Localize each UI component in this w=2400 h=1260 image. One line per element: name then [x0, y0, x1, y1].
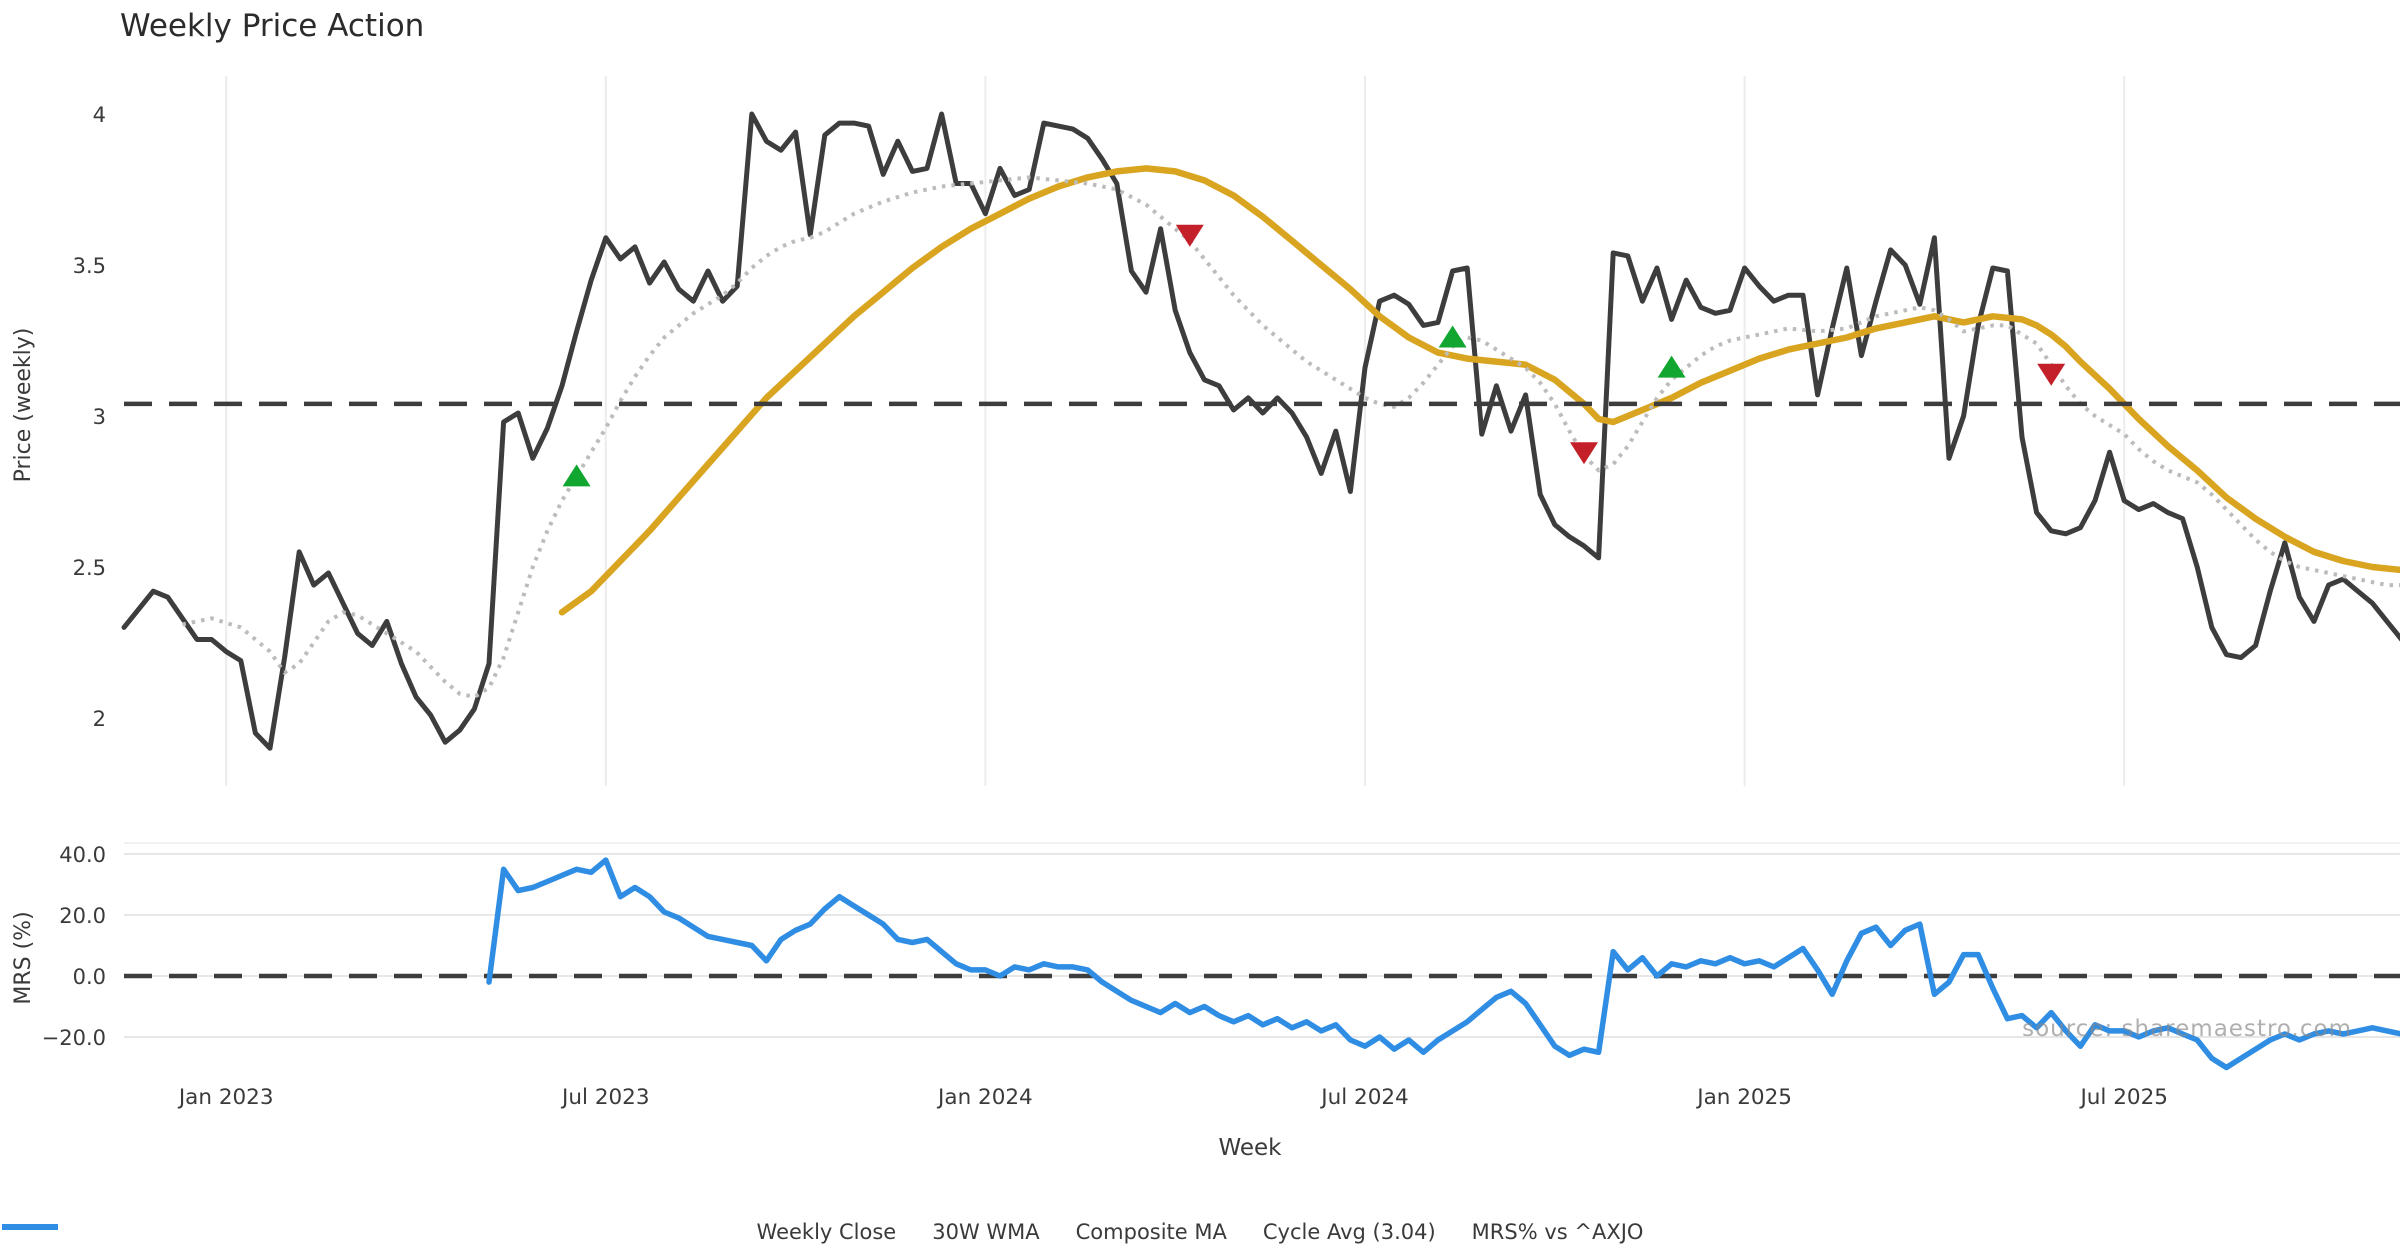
composite-ma-line: [181, 175, 2400, 699]
price-tick-label: 4: [93, 103, 106, 127]
x-tick-label: Jan 2024: [936, 1085, 1033, 1110]
buy-marker: [562, 464, 591, 487]
legend-item-cycle-avg-3-04-: Cycle Avg (3.04): [2, 1220, 1436, 1244]
signal-markers: [562, 224, 2066, 487]
sell-marker: [2037, 363, 2066, 386]
price-tick-label: 2: [93, 707, 106, 731]
legend-label: Composite MA: [1075, 1220, 1227, 1244]
mrs-tick-label: 40.0: [59, 843, 106, 867]
sell-marker: [1175, 224, 1204, 247]
legend-swatch-icon: [2, 1224, 58, 1230]
buy-marker: [1657, 355, 1686, 378]
chart-title: Weekly Price Action: [120, 8, 425, 44]
mrs-tick-label: −20.0: [42, 1026, 106, 1050]
legend: Weekly Close 30W WMA Composite MA Cycle Avg…: [0, 1220, 2400, 1244]
x-tick-label: Jul 2025: [2078, 1085, 2168, 1110]
legend-label: MRS% vs ^AXJO: [1471, 1220, 1644, 1244]
legend-label: 30W WMA: [932, 1220, 1040, 1244]
x-tick-label: Jul 2023: [560, 1085, 650, 1110]
price-tick-label: 3: [93, 405, 106, 429]
sell-marker: [1570, 442, 1598, 465]
series-lines: [121, 111, 2400, 1071]
price-tick-label: 2.5: [73, 556, 106, 580]
legend-item-weekly-close: Weekly Close: [2, 1220, 897, 1244]
x-tick-label: Jul 2024: [1319, 1085, 1409, 1110]
legend-item-composite-ma: Composite MA: [2, 1220, 1227, 1244]
legend-label: Cycle Avg (3.04): [1262, 1220, 1436, 1244]
mrs-tick-label: 20.0: [59, 904, 106, 928]
weekly-close-line: [121, 111, 2400, 751]
x-tick-label: Jan 2025: [1695, 1085, 1792, 1110]
price-axis-title: Price (weekly): [11, 328, 36, 483]
legend-label: Weekly Close: [756, 1220, 897, 1244]
x-tick-label: Jan 2023: [177, 1085, 274, 1110]
mrs-axis-title: MRS (%): [11, 911, 36, 1004]
x-axis-title: Week: [1218, 1135, 1282, 1161]
mrs-tick-label: 0.0: [73, 965, 106, 989]
buy-marker: [1438, 325, 1467, 348]
wma-line: [558, 165, 2400, 616]
mrs-line: [486, 857, 2400, 1071]
axis-ticks: 4 3.5 3 2.5 2 40.0 20.0 0.0 −20.0 Jan 2023 Jul 202…: [42, 103, 2168, 1110]
watermark: source: sharemaestro.com: [2022, 1016, 2352, 1042]
legend-item-30w-wma: 30W WMA: [2, 1220, 1040, 1244]
price-tick-label: 3.5: [73, 254, 106, 278]
legend-item-mrs-vs-axjo: MRS% vs ^AXJO: [2, 1220, 1644, 1244]
